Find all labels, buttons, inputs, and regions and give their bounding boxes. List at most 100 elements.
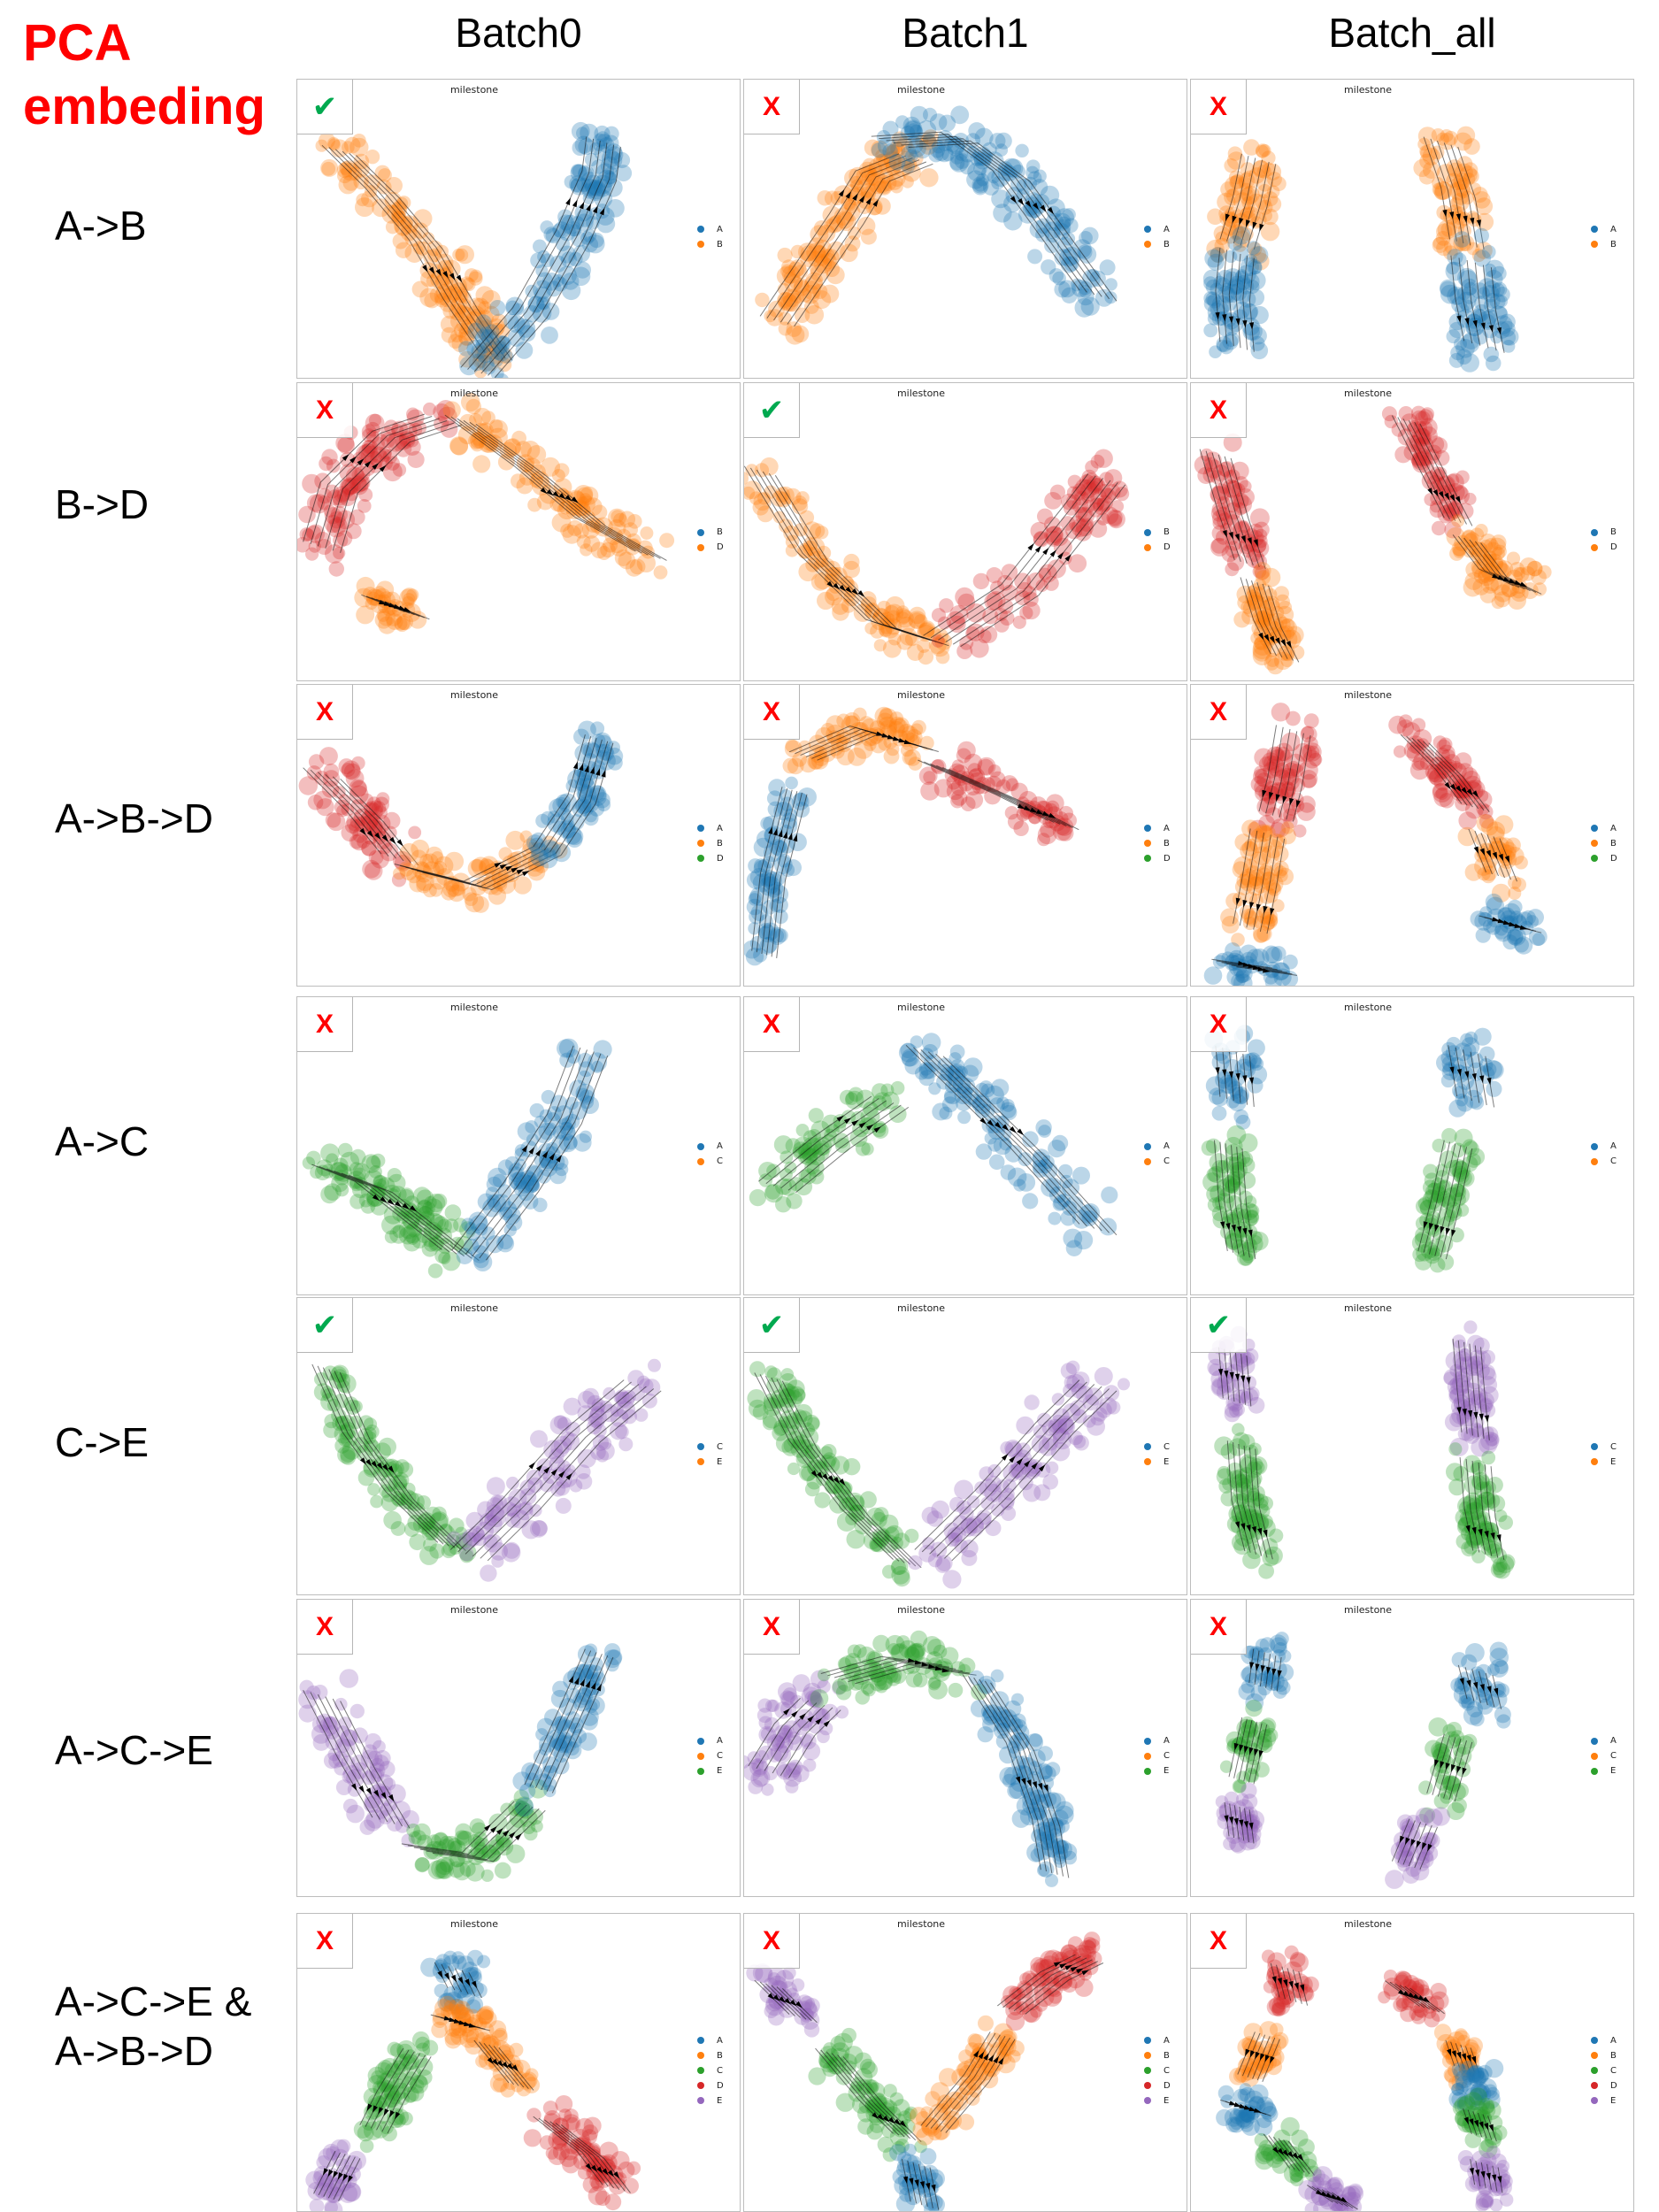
legend-item: D: [1591, 540, 1617, 555]
legend-label: E: [1610, 1456, 1617, 1467]
legend-label: C: [717, 1751, 723, 1761]
scatter-plot: [747, 1360, 1130, 1589]
scatter-plot: [1215, 1632, 1511, 1889]
legend-item: B: [697, 836, 724, 851]
legend-label: D: [717, 853, 724, 864]
legend-dot-icon: [1591, 1767, 1598, 1775]
x-icon: X: [1209, 1009, 1227, 1039]
legend-dot-icon: [1591, 2037, 1598, 2044]
scatter-panel: milestone X A B C D E: [1190, 1913, 1634, 2212]
legend-item: D: [697, 851, 724, 866]
scatter-panel: milestone ✔ A B: [296, 79, 741, 379]
panel-title: milestone: [1343, 1918, 1393, 1930]
checkmark-icon: ✔: [758, 392, 785, 428]
legend-dot-icon: [697, 2082, 704, 2089]
scatter-plot: [298, 1643, 623, 1882]
legend-item: B: [697, 237, 723, 252]
legend-item: B: [1591, 836, 1617, 851]
legend-label: C: [1610, 2065, 1617, 2076]
legend-dot-icon: [1144, 855, 1151, 862]
legend-item: A: [1144, 222, 1170, 237]
legend-dot-icon: [1144, 1752, 1151, 1760]
panel-title: milestone: [449, 1918, 499, 1930]
legend-dot-icon: [697, 241, 704, 248]
legend-label: B: [1164, 527, 1170, 537]
legend-dot-icon: [697, 2037, 704, 2044]
legend-item: B: [1591, 525, 1617, 540]
legend-label: A: [1164, 2035, 1170, 2046]
legend-dot-icon: [1144, 1458, 1151, 1465]
legend-item: C: [697, 1440, 723, 1455]
x-icon: X: [315, 1925, 334, 1955]
x-icon: X: [762, 696, 780, 726]
panel-title: milestone: [449, 1604, 499, 1616]
x-icon: X: [315, 395, 334, 425]
correct-mark: ✔: [1191, 1298, 1247, 1353]
panel-title: milestone: [896, 1002, 946, 1013]
legend-dot-icon: [1591, 528, 1598, 536]
scatter-plot: [744, 706, 1079, 966]
legend-dot-icon: [1144, 528, 1151, 536]
panel-title: milestone: [1343, 689, 1393, 701]
scatter-panel: milestone X A C: [1190, 996, 1634, 1295]
legend-label: C: [717, 1441, 723, 1452]
legend-item: E: [1144, 1763, 1170, 1778]
legend-label: A: [1610, 1141, 1617, 1151]
legend-item: B: [1591, 237, 1617, 252]
scatter-plot: [1207, 1320, 1516, 1579]
scatter-plot: [311, 1358, 662, 1582]
row-label: B->D: [55, 481, 150, 527]
legend-label: B: [1610, 2050, 1617, 2061]
panel-title: milestone: [449, 1002, 499, 1013]
legend-item: D: [1144, 851, 1171, 866]
legend-dot-icon: [1144, 226, 1151, 233]
legend-label: E: [1610, 2095, 1617, 2106]
legend-dot-icon: [1144, 241, 1151, 248]
legend-label: B: [717, 838, 723, 849]
legend-item: A: [1144, 1139, 1170, 1154]
panel-title: milestone: [449, 388, 499, 399]
legend-dot-icon: [1591, 1142, 1598, 1150]
scatter-panel: milestone X B D: [296, 382, 741, 681]
legend-item: E: [697, 2093, 724, 2108]
panel-title: milestone: [896, 1918, 946, 1930]
legend-label: C: [1164, 2065, 1170, 2076]
legend-label: A: [1164, 1141, 1170, 1151]
legend-dot-icon: [697, 840, 704, 847]
legend-item: D: [1144, 540, 1171, 555]
title-line-1: PCA: [23, 14, 132, 72]
legend-dot-icon: [697, 2067, 704, 2074]
x-icon: X: [1209, 696, 1227, 726]
incorrect-mark: X: [744, 997, 800, 1052]
scatter-panel: milestone X A C: [296, 996, 741, 1295]
legend-dot-icon: [697, 1767, 704, 1775]
legend-label: E: [1610, 1766, 1617, 1776]
legend-item: B: [1144, 237, 1170, 252]
legend-dot-icon: [1144, 1443, 1151, 1450]
legend-item: C: [1144, 1748, 1170, 1763]
correct-mark: ✔: [744, 1298, 800, 1353]
legend-label: B: [1610, 239, 1617, 250]
legend-dot-icon: [1591, 2052, 1598, 2059]
incorrect-mark: X: [1191, 80, 1247, 134]
legend-dot-icon: [1591, 855, 1598, 862]
scatter-panel: milestone X A B D: [743, 684, 1187, 987]
legend-dot-icon: [1144, 1767, 1151, 1775]
correct-mark: ✔: [744, 383, 800, 438]
legend-label: C: [1164, 1441, 1170, 1452]
x-icon: X: [315, 1611, 334, 1641]
scatter-plot: [302, 1038, 612, 1279]
legend-label: E: [717, 2095, 723, 2106]
legend-dot-icon: [1591, 2097, 1598, 2104]
scatter-plot: [1194, 405, 1552, 675]
legend-item: A: [1144, 2033, 1171, 2048]
scatter-plot: [746, 1932, 1104, 2211]
legend-dot-icon: [1591, 825, 1598, 832]
legend-label: B: [717, 2050, 723, 2061]
